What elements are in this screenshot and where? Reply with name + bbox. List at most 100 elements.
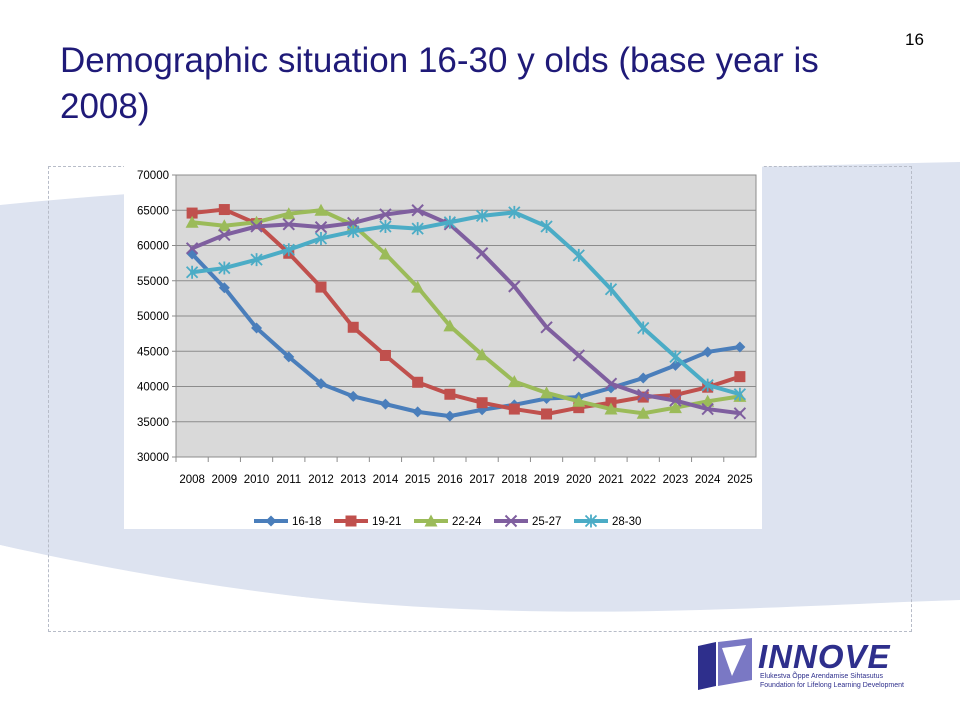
data-point-25-27 <box>282 218 295 231</box>
data-point-19-21 <box>347 321 359 333</box>
data-point-28-30 <box>411 222 424 236</box>
y-tick-label: 60000 <box>137 241 169 253</box>
legend-marker <box>265 515 277 527</box>
data-point-28-30 <box>250 253 263 267</box>
data-point-22-24 <box>411 280 425 293</box>
y-tick-label: 70000 <box>137 170 169 182</box>
x-tick-label: 2008 <box>179 474 205 486</box>
data-point-28-30 <box>347 224 360 238</box>
data-point-25-27 <box>572 349 585 362</box>
data-point-28-30 <box>701 378 714 392</box>
legend-item-28-30: 28-30 <box>574 514 641 528</box>
data-point-19-21 <box>315 281 327 293</box>
data-point-25-27 <box>314 220 328 234</box>
x-tick-label: 2018 <box>502 474 528 486</box>
x-tick-label: 2010 <box>244 474 270 486</box>
y-tick-label: 45000 <box>137 346 169 358</box>
series-line-22-24 <box>190 208 742 416</box>
x-tick-label: 2021 <box>598 474 624 486</box>
x-tick-label: 2012 <box>308 474 334 486</box>
y-tick-label: 50000 <box>137 311 169 323</box>
data-point-25-27 <box>475 247 489 260</box>
x-tick-label: 2014 <box>373 474 399 486</box>
chart-svg: 30000 35000 40000 45000 50000 55000 60000 65000… <box>137 170 757 528</box>
legend-label: 28-30 <box>612 516 641 528</box>
data-point-22-24 <box>443 319 457 332</box>
line-chart: 30000 35000 40000 45000 50000 55000 60000 65000… <box>124 163 762 529</box>
slide-title: Demographic situation 16-30 y olds (base… <box>60 41 819 126</box>
data-point-28-30 <box>637 321 650 335</box>
logo-wordmark: INNOVE <box>758 638 891 675</box>
data-point-22-24 <box>378 247 392 260</box>
x-tick-label: 2016 <box>437 474 463 486</box>
data-point-25-27 <box>379 208 392 221</box>
x-tick-label: 2024 <box>695 474 721 486</box>
y-tick-label: 30000 <box>137 452 169 464</box>
series-line-25-27 <box>190 208 742 416</box>
data-point-28-30 <box>218 261 231 275</box>
legend-label: 19-21 <box>372 516 401 528</box>
data-point-28-30 <box>572 248 585 262</box>
x-tick-label: 2013 <box>340 474 366 486</box>
x-tick-label: 2022 <box>630 474 656 486</box>
series-28-30 <box>185 205 747 401</box>
data-point-16-18 <box>412 406 424 418</box>
data-point-19-21 <box>186 207 198 219</box>
data-point-22-24 <box>507 375 521 388</box>
data-point-25-27 <box>669 394 682 407</box>
data-point-22-24 <box>668 401 682 414</box>
y-tick-label: 55000 <box>137 276 169 288</box>
data-point-22-24 <box>282 207 296 220</box>
data-point-28-30 <box>733 387 747 401</box>
data-point-28-30 <box>540 219 553 233</box>
legend-marker <box>584 514 598 528</box>
data-point-28-30 <box>669 350 682 364</box>
legend-label: 16-18 <box>292 516 321 528</box>
data-point-16-18 <box>379 398 391 410</box>
data-point-28-30 <box>314 231 328 245</box>
data-point-19-21 <box>412 376 424 388</box>
data-point-22-24 <box>185 215 199 228</box>
data-point-19-21 <box>476 397 488 409</box>
data-point-28-30 <box>185 265 199 279</box>
data-point-16-18 <box>251 322 263 334</box>
data-point-16-18 <box>669 359 681 371</box>
data-point-16-18 <box>315 378 327 390</box>
data-point-28-30 <box>282 243 295 257</box>
data-point-28-30 <box>604 282 618 296</box>
innove-logo-mark <box>698 638 752 690</box>
legend-label: 22-24 <box>452 516 482 528</box>
data-point-19-21 <box>379 349 391 361</box>
legend-item-25-27: 25-27 <box>494 514 561 528</box>
page-number: 16 <box>905 30 924 49</box>
data-point-28-30 <box>508 205 521 219</box>
data-point-22-24 <box>217 219 231 232</box>
data-point-22-24 <box>701 394 715 407</box>
data-point-19-21 <box>637 391 649 403</box>
x-tick-label: 2023 <box>663 474 689 486</box>
x-tick-label: 2015 <box>405 474 431 486</box>
data-point-22-24 <box>540 386 554 399</box>
innove-logo: INNOVE Elukestva Õppe Arendamise Sihtasu… <box>696 636 916 692</box>
data-point-19-21 <box>218 204 230 216</box>
data-point-19-21 <box>573 402 585 414</box>
data-point-16-18 <box>702 346 714 358</box>
data-point-25-27 <box>508 280 521 293</box>
data-point-28-30 <box>475 209 489 223</box>
data-point-19-21 <box>508 403 520 415</box>
x-tick-label: 2017 <box>469 474 495 486</box>
legend-marker <box>345 515 357 527</box>
y-tick-label: 35000 <box>137 417 169 429</box>
series-25-27 <box>185 204 747 420</box>
data-point-19-21 <box>734 371 746 383</box>
data-point-22-24 <box>604 402 618 415</box>
legend-item-22-24: 22-24 <box>414 514 482 528</box>
data-point-25-27 <box>637 388 650 402</box>
data-point-28-30 <box>379 219 392 233</box>
data-point-22-24 <box>572 394 586 407</box>
data-point-16-18 <box>283 351 295 363</box>
data-point-16-18 <box>637 372 649 384</box>
data-point-16-18 <box>186 248 198 260</box>
data-point-22-24 <box>475 348 489 361</box>
x-tick-label: 2011 <box>276 474 301 486</box>
